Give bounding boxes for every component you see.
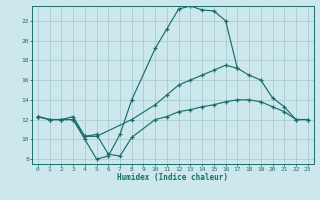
X-axis label: Humidex (Indice chaleur): Humidex (Indice chaleur): [117, 173, 228, 182]
